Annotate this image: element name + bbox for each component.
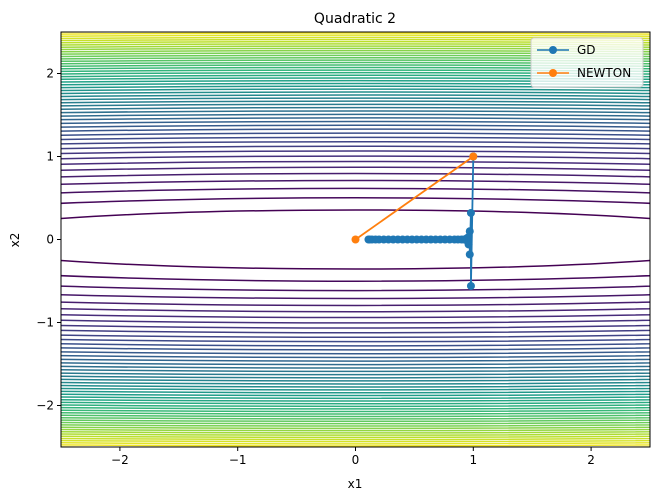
contour-line: [61, 132, 650, 347]
contour-line: [61, 172, 650, 307]
series-gd-point: [465, 250, 474, 259]
y-axis: −2 −1 0 1 2: [36, 67, 61, 413]
contour-line: [61, 66, 650, 413]
y-tick-label: 2: [46, 67, 54, 81]
x-tick-label: 0: [352, 453, 360, 467]
legend: GD NEWTON: [530, 37, 644, 88]
contour-line: [61, 179, 650, 300]
contour-line: [61, 43, 650, 436]
contour-line: [61, 140, 650, 339]
contour-line: [61, 106, 650, 373]
series-gd-point: [466, 208, 475, 217]
x-axis-label: x1: [348, 477, 363, 491]
y-tick-label: 0: [46, 233, 54, 247]
contour-line: [61, 54, 650, 425]
series-newton-point: [469, 152, 478, 161]
contour-line: [61, 117, 650, 362]
contour-line: [61, 136, 650, 343]
contour-line: [61, 32, 650, 447]
y-tick-label: −1: [36, 316, 54, 330]
contour-line: [61, 85, 650, 394]
contour-line: [61, 120, 650, 359]
legend-newton-marker: [549, 69, 557, 77]
contour-lines: [61, 32, 650, 447]
legend-gd-label: GD: [577, 43, 596, 57]
contour-line: [61, 155, 650, 324]
contour-line: [61, 113, 650, 366]
contour-line: [61, 100, 650, 379]
contour-line: [61, 82, 650, 397]
contour-line: [61, 124, 650, 355]
contour-line: [61, 145, 650, 334]
contour-line: [61, 97, 650, 382]
contour-line: [61, 61, 650, 418]
contour-line: [61, 71, 650, 408]
x-tick-label: −1: [229, 453, 247, 467]
contour-line: [61, 197, 650, 282]
series-newton-line: [354, 155, 474, 241]
x-tick-label: 2: [587, 453, 595, 467]
contour-line: [61, 34, 650, 445]
series-layer: [351, 152, 478, 290]
contour-line: [61, 40, 650, 439]
contour-line: [61, 47, 650, 432]
series-gd-point: [364, 235, 373, 244]
x-tick-label: −2: [111, 453, 129, 467]
x-tick-label: 1: [469, 453, 477, 467]
y-tick-label: 1: [46, 150, 54, 164]
y-tick-label: −2: [36, 399, 54, 413]
legend-newton-label: NEWTON: [577, 66, 631, 80]
contour-line: [61, 79, 650, 400]
legend-gd-marker: [549, 46, 557, 54]
contour-line: [61, 64, 650, 415]
series-gd-point: [466, 281, 475, 290]
contour-line: [61, 166, 650, 313]
contour-line: [61, 128, 650, 351]
series-newton-point: [351, 235, 360, 244]
contour-line: [61, 69, 650, 410]
contour-line: [61, 49, 650, 430]
contour-line: [61, 59, 650, 420]
contour-line: [61, 45, 650, 434]
contour-line: [61, 36, 650, 443]
contour-line: [61, 57, 650, 422]
contour-line: [61, 110, 650, 369]
contour-line: [61, 187, 650, 292]
contour-line: [61, 160, 650, 319]
x-axis: −2 −1 0 1 2: [111, 447, 595, 467]
contour-line: [61, 77, 650, 402]
contour-line: [61, 91, 650, 388]
contour-line: [61, 88, 650, 391]
contour-line: [61, 150, 650, 329]
chart-title: Quadratic 2: [314, 11, 396, 27]
y-axis-label: x2: [8, 233, 22, 248]
contour-line: [61, 209, 650, 270]
contour-line: [61, 52, 650, 427]
contour-line: [61, 94, 650, 385]
contour-line: [61, 74, 650, 405]
contour-line: [61, 103, 650, 376]
contour-line: [61, 38, 650, 441]
